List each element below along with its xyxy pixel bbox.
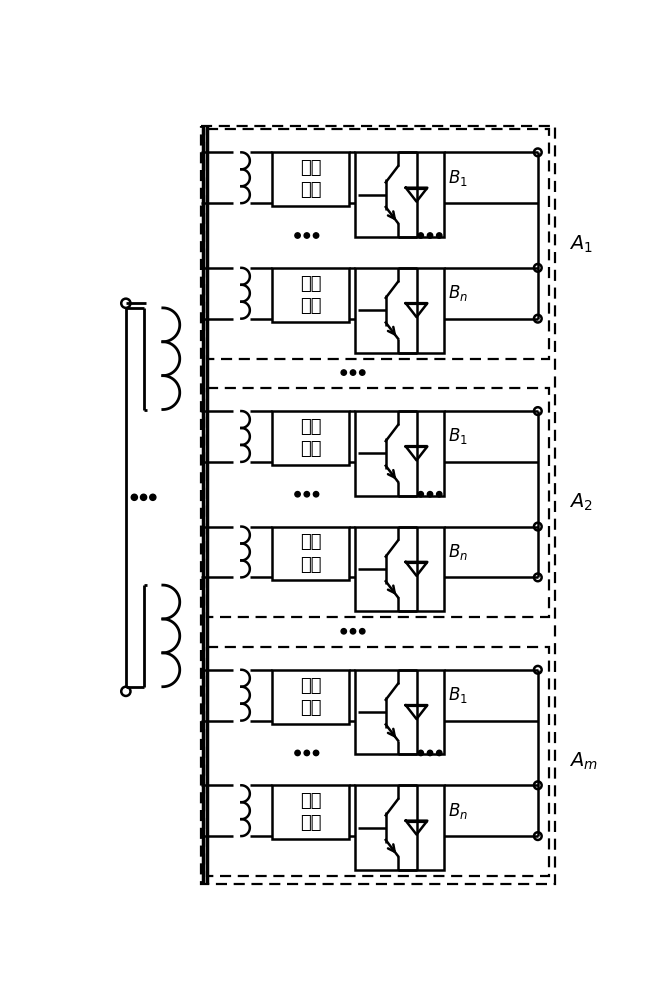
Bar <box>272 527 349 580</box>
Text: 预充
电路: 预充 电路 <box>300 418 322 458</box>
Bar <box>355 268 444 353</box>
Text: $A_m$: $A_m$ <box>569 751 597 772</box>
Text: $B_n$: $B_n$ <box>448 801 468 821</box>
Bar <box>355 527 444 611</box>
Bar <box>207 129 549 359</box>
Circle shape <box>418 750 424 756</box>
Text: $B_1$: $B_1$ <box>448 685 468 705</box>
Bar <box>200 126 555 884</box>
Text: 预充
电路: 预充 电路 <box>300 275 322 315</box>
Circle shape <box>295 492 300 497</box>
Circle shape <box>360 370 365 375</box>
Bar <box>355 670 444 754</box>
Text: $A_2$: $A_2$ <box>569 492 592 513</box>
Text: $B_1$: $B_1$ <box>448 426 468 446</box>
Bar <box>272 411 349 465</box>
Circle shape <box>295 233 300 238</box>
Circle shape <box>131 494 138 500</box>
Bar <box>272 152 349 206</box>
Bar <box>355 411 444 496</box>
Circle shape <box>140 494 147 500</box>
Circle shape <box>313 492 319 497</box>
Circle shape <box>436 492 442 497</box>
Text: 预充
电路: 预充 电路 <box>300 792 322 832</box>
Text: 预充
电路: 预充 电路 <box>300 533 322 574</box>
Circle shape <box>341 629 346 634</box>
Circle shape <box>304 233 310 238</box>
Circle shape <box>350 370 356 375</box>
Bar <box>272 785 349 839</box>
Bar <box>355 785 444 870</box>
Text: 预充
电路: 预充 电路 <box>300 677 322 717</box>
Circle shape <box>418 233 424 238</box>
Circle shape <box>341 370 346 375</box>
Circle shape <box>427 492 433 497</box>
Circle shape <box>150 494 156 500</box>
Text: $B_n$: $B_n$ <box>448 283 468 303</box>
Circle shape <box>313 750 319 756</box>
Circle shape <box>436 750 442 756</box>
Circle shape <box>350 629 356 634</box>
Text: $A_1$: $A_1$ <box>569 233 592 255</box>
Circle shape <box>418 492 424 497</box>
Circle shape <box>304 492 310 497</box>
Circle shape <box>313 233 319 238</box>
Bar <box>272 268 349 322</box>
Circle shape <box>360 629 365 634</box>
Bar <box>207 388 549 617</box>
Bar <box>272 670 349 724</box>
Text: 预充
电路: 预充 电路 <box>300 159 322 199</box>
Circle shape <box>427 233 433 238</box>
Circle shape <box>436 233 442 238</box>
Circle shape <box>295 750 300 756</box>
Circle shape <box>427 750 433 756</box>
Bar <box>355 152 444 237</box>
Text: $B_n$: $B_n$ <box>448 542 468 562</box>
Circle shape <box>304 750 310 756</box>
Bar <box>207 647 549 876</box>
Text: $B_1$: $B_1$ <box>448 168 468 188</box>
